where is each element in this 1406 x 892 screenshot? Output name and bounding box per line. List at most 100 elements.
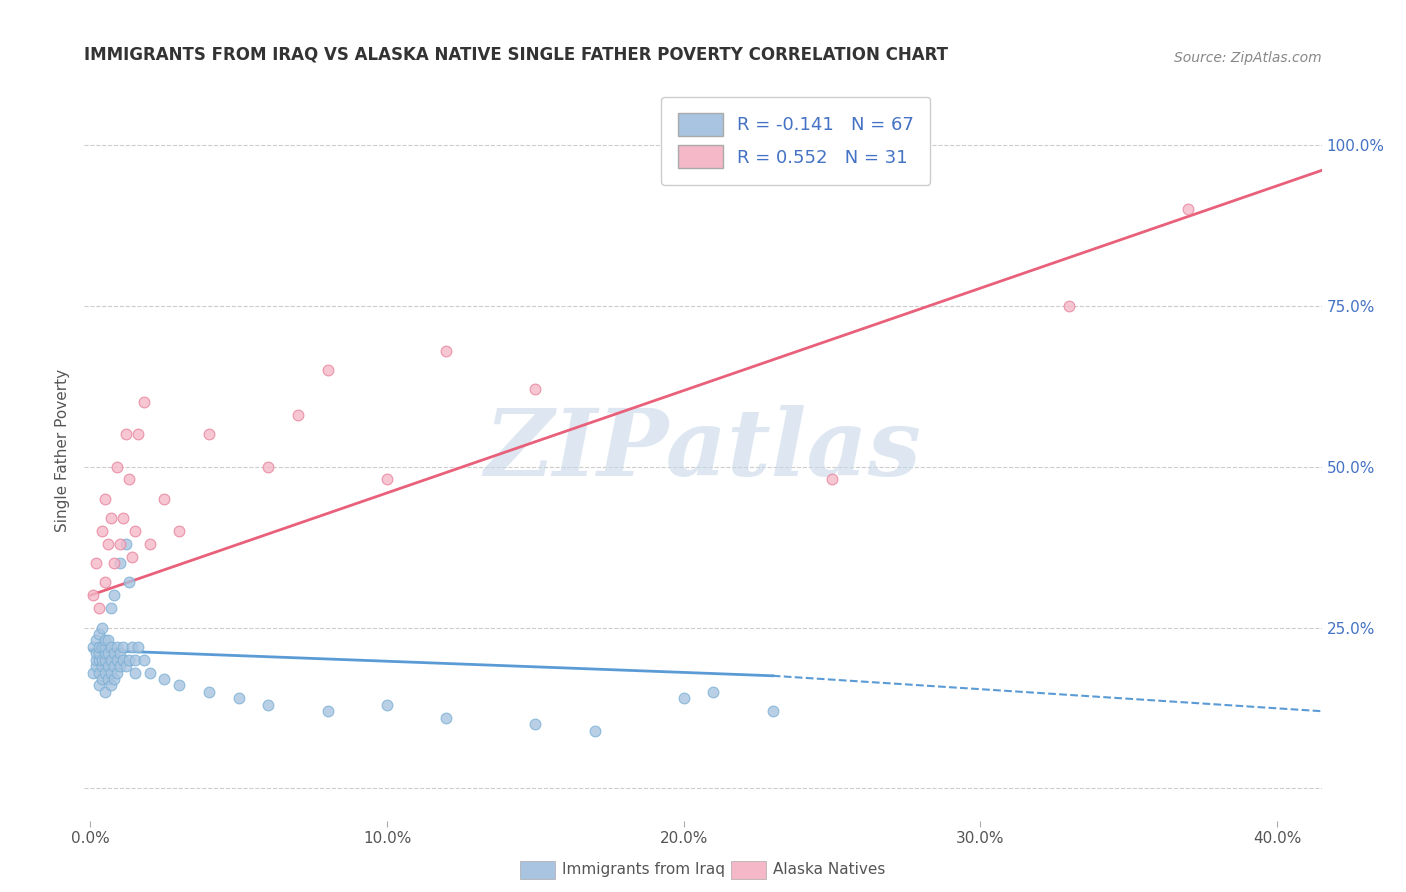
Point [100,511,122,525]
Point [108,659,131,673]
Point [89,653,111,667]
Point [108,646,131,660]
Point [91,653,114,667]
Point [1059,299,1081,313]
Point [89,627,111,641]
Point [115,537,138,551]
Text: IMMIGRANTS FROM IRAQ VS ALASKA NATIVE SINGLE FATHER POVERTY CORRELATION CHART: IMMIGRANTS FROM IRAQ VS ALASKA NATIVE SI… [84,45,949,63]
Text: Alaska Natives: Alaska Natives [773,863,886,877]
Point [169,678,191,692]
Point [115,427,138,442]
Point [132,395,155,409]
Point [100,665,122,680]
Point [105,640,128,654]
Point [100,601,122,615]
Point [169,524,191,538]
Point [89,665,111,680]
Point [115,659,138,673]
Text: Immigrants from Iraq: Immigrants from Iraq [562,863,725,877]
Point [153,491,176,506]
Point [84,653,107,667]
Point [153,672,176,686]
Point [127,427,149,442]
Point [375,698,398,712]
Point [316,363,339,377]
Point [118,472,141,486]
Point [105,459,128,474]
Point [198,427,221,442]
Point [121,549,143,564]
Point [111,511,134,525]
Point [198,685,221,699]
Point [138,537,160,551]
Point [91,524,114,538]
Point [84,659,107,673]
Point [524,382,547,396]
Point [434,711,457,725]
Point [91,620,114,634]
Point [132,653,155,667]
Point [82,588,104,602]
Point [103,672,125,686]
Point [89,640,111,654]
Point [105,653,128,667]
Point [100,678,122,692]
Point [118,653,141,667]
Point [672,691,695,706]
Point [228,691,250,706]
Point [111,640,134,654]
Point [257,459,280,474]
Point [103,646,125,660]
Point [97,659,120,673]
Point [138,665,160,680]
Point [94,491,117,506]
Point [287,408,309,422]
Point [762,704,785,718]
Point [94,646,117,660]
Point [100,653,122,667]
Y-axis label: Single Father Poverty: Single Father Poverty [55,369,70,532]
Point [1177,202,1199,216]
Point [583,723,606,738]
Point [89,601,111,615]
Point [111,653,134,667]
Point [100,640,122,654]
Point [97,537,120,551]
Point [97,646,120,660]
Point [124,653,146,667]
Point [94,633,117,648]
Point [257,698,280,712]
Point [84,633,107,648]
Point [127,640,149,654]
Point [91,640,114,654]
Point [94,665,117,680]
Point [91,659,114,673]
Point [434,343,457,358]
Point [89,678,111,692]
Point [524,717,547,731]
Point [97,633,120,648]
Point [94,640,117,654]
Point [375,472,398,486]
Legend: R = -0.141   N = 67, R = 0.552   N = 31: R = -0.141 N = 67, R = 0.552 N = 31 [661,96,931,185]
Point [89,646,111,660]
Point [94,685,117,699]
Point [82,640,104,654]
Point [124,665,146,680]
Point [124,524,146,538]
Point [103,556,125,570]
Point [82,665,104,680]
Point [97,672,120,686]
Point [94,653,117,667]
Point [702,685,724,699]
Point [103,659,125,673]
Point [94,575,117,590]
Text: Source: ZipAtlas.com: Source: ZipAtlas.com [1174,52,1322,65]
Point [91,672,114,686]
Point [103,588,125,602]
Point [821,472,844,486]
Point [121,640,143,654]
Point [84,556,107,570]
Text: ZIPatlas: ZIPatlas [485,406,921,495]
Point [108,556,131,570]
